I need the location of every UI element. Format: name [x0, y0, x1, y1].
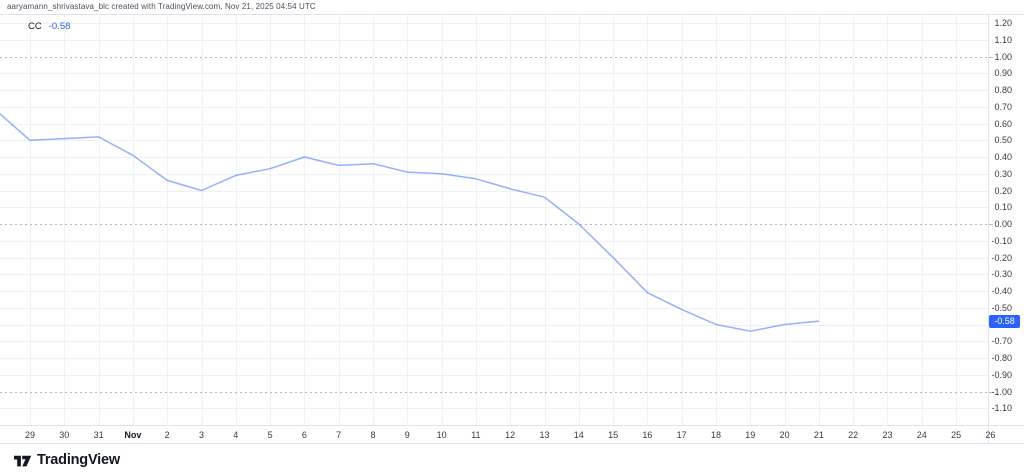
time-axis-label: 30 [59, 430, 70, 440]
price-axis-label: -0.70 [991, 336, 1012, 347]
time-axis-label: 22 [848, 430, 859, 440]
time-axis-label: Nov [124, 430, 142, 440]
time-axis-label: 7 [336, 430, 342, 440]
price-axis-label: 0.30 [994, 168, 1012, 179]
time-axis-label: 18 [710, 430, 721, 440]
time-axis-label: 9 [404, 430, 410, 440]
price-axis-label: -0.50 [991, 302, 1012, 313]
price-axis[interactable]: -0.58 1.20 1.10 1.00 0.90 0.80 0.70 0.60 0.50 0.… [988, 14, 1024, 425]
price-axis-label: -0.80 [991, 353, 1012, 363]
price-axis-label: 0.60 [994, 118, 1012, 129]
time-axis-label: 23 [882, 430, 893, 440]
price-axis-label: 0.40 [994, 152, 1012, 162]
price-axis-label: 1.10 [994, 34, 1012, 45]
time-axis-label: 25 [951, 430, 962, 440]
time-axis-label: 14 [573, 430, 584, 440]
price-axis-label: -0.30 [991, 269, 1012, 280]
time-axis-label: 5 [267, 430, 273, 440]
price-axis-label: 0.70 [994, 101, 1012, 112]
price-axis-label: 1.00 [994, 51, 1012, 62]
price-axis-label: 0.80 [994, 85, 1012, 95]
time-axis-label: 13 [539, 430, 550, 440]
price-axis-label: -1.10 [991, 403, 1012, 414]
time-axis-label: 29 [24, 430, 35, 440]
time-axis-label: 31 [93, 430, 104, 440]
time-axis-label: 3 [198, 430, 204, 440]
tradingview-logo-icon [14, 455, 32, 466]
time-axis-label: 21 [813, 430, 824, 440]
time-axis-label: 11 [471, 430, 481, 440]
price-axis-label: 1.20 [994, 18, 1012, 28]
time-axis-label: 19 [745, 430, 756, 440]
time-axis-label: 17 [676, 430, 687, 440]
indicator-value: -0.58 [48, 21, 71, 32]
price-axis-label: -0.20 [991, 252, 1012, 263]
time-axis-label: 6 [301, 430, 307, 440]
time-axis-label: 8 [370, 430, 376, 440]
time-axis-label: 24 [916, 430, 927, 440]
price-axis-label: -1.00 [991, 386, 1012, 397]
time-axis-label: 15 [608, 430, 619, 440]
time-axis-label: 26 [985, 430, 996, 440]
price-axis-label: -0.40 [991, 286, 1012, 296]
time-axis-label: 20 [779, 430, 790, 440]
indicator-legend[interactable]: CC -0.58 [28, 21, 70, 32]
price-axis-label: 0.90 [994, 68, 1012, 79]
time-axis-label: 16 [642, 430, 653, 440]
price-axis-label: 0.50 [994, 135, 1012, 146]
last-value-badge: -0.58 [989, 314, 1020, 328]
time-axis-label: 2 [164, 430, 170, 440]
time-axis-label: 12 [505, 430, 516, 440]
price-axis-label: 0.20 [994, 185, 1012, 196]
price-axis-label: 0.00 [994, 219, 1012, 229]
time-axis[interactable]: 29 30 31 Nov 2 3 4 5 6 7 8 9 10 11 12 13 14 15 16 17 18 19 20 2… [0, 425, 1024, 444]
tradingview-logo-text: TradingView [37, 452, 120, 468]
indicator-name: CC [28, 21, 42, 32]
price-axis-label: 0.10 [994, 202, 1012, 213]
indicator-line [0, 112, 819, 332]
price-axis-label: -0.10 [991, 235, 1012, 246]
price-axis-label: -0.90 [991, 369, 1012, 380]
time-axis-label: 10 [436, 430, 447, 440]
tradingview-logo[interactable]: TradingView [14, 451, 120, 469]
time-axis-label: 4 [233, 430, 239, 440]
chart-attribution: aaryamann_shrivastava_blc created with T… [7, 2, 316, 11]
